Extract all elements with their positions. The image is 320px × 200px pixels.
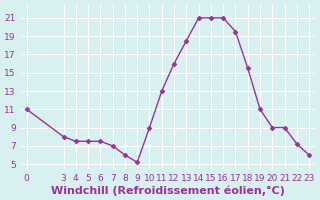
X-axis label: Windchill (Refroidissement éolien,°C): Windchill (Refroidissement éolien,°C) (51, 185, 285, 196)
